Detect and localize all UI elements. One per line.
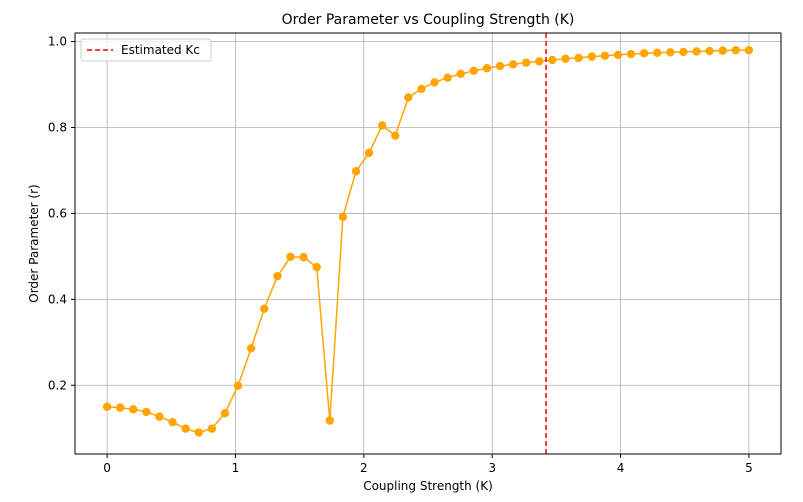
data-point <box>679 47 688 57</box>
data-point <box>430 78 439 87</box>
data-point <box>220 408 230 418</box>
data-point <box>181 424 190 433</box>
y-tick-label: 1.0 <box>48 35 67 49</box>
chart-title: Order Parameter vs Coupling Strength (K) <box>282 12 575 28</box>
data-point <box>155 412 164 421</box>
x-tick-label: 2 <box>360 461 368 475</box>
data-point <box>351 167 361 176</box>
legend-box <box>80 38 212 62</box>
legend: Estimated Kc <box>80 38 212 62</box>
y-tick-label: 0.8 <box>48 121 67 135</box>
data-point <box>561 54 570 63</box>
x-tick-label: 5 <box>745 461 753 475</box>
data-point <box>692 47 701 56</box>
data-point <box>548 55 557 65</box>
legend-label-estimated-kc: Estimated Kc <box>121 43 200 57</box>
data-point <box>456 69 465 79</box>
data-point <box>142 407 151 417</box>
x-tick-label: 0 <box>103 461 111 475</box>
x-tick-label: 3 <box>488 461 496 475</box>
y-tick-label: 0.2 <box>48 378 67 392</box>
data-point <box>246 344 256 353</box>
y-axis-label: Order Parameter (r) <box>27 184 41 302</box>
data-point <box>469 66 479 76</box>
data-point <box>600 51 610 60</box>
ticks: 0 1 2 3 4 5 0.2 0.4 0.6 0.8 1.0 <box>48 35 753 475</box>
data-point <box>115 403 125 412</box>
data-point <box>338 212 348 222</box>
data-point <box>626 49 636 59</box>
data-point <box>325 416 335 425</box>
data-point <box>207 424 217 433</box>
data-point <box>233 381 243 390</box>
y-tick-label: 0.4 <box>48 292 67 306</box>
data-point <box>508 60 518 69</box>
data-point <box>731 45 741 55</box>
data-point <box>102 402 112 411</box>
data-point <box>495 61 505 71</box>
x-axis-label: Coupling Strength (K) <box>363 479 493 493</box>
data-point <box>521 58 531 67</box>
data-point <box>535 57 544 66</box>
x-tick-label: 4 <box>617 461 625 475</box>
data-point <box>587 52 596 61</box>
data-point <box>168 418 177 427</box>
data-point <box>404 93 413 102</box>
data-point <box>286 252 295 262</box>
data-point <box>443 73 452 82</box>
data-point <box>273 271 282 281</box>
data-point <box>718 46 727 55</box>
data-point <box>417 84 426 94</box>
data-point <box>639 48 649 58</box>
data-point <box>260 304 269 313</box>
series-layer <box>102 45 754 437</box>
data-point <box>482 64 492 73</box>
data-point <box>574 53 583 63</box>
data-point <box>705 46 714 56</box>
data-point <box>129 405 138 414</box>
data-point <box>194 428 203 437</box>
data-point <box>391 131 400 140</box>
data-point <box>377 121 387 130</box>
data-point <box>312 262 321 272</box>
data-point <box>666 48 675 57</box>
axes-frame <box>74 32 782 455</box>
data-point <box>613 50 623 60</box>
data-point <box>364 148 374 158</box>
x-tick-label: 1 <box>232 461 240 475</box>
data-point <box>653 48 662 57</box>
y-tick-label: 0.6 <box>48 206 67 220</box>
data-point <box>744 45 754 55</box>
data-point <box>299 253 308 262</box>
